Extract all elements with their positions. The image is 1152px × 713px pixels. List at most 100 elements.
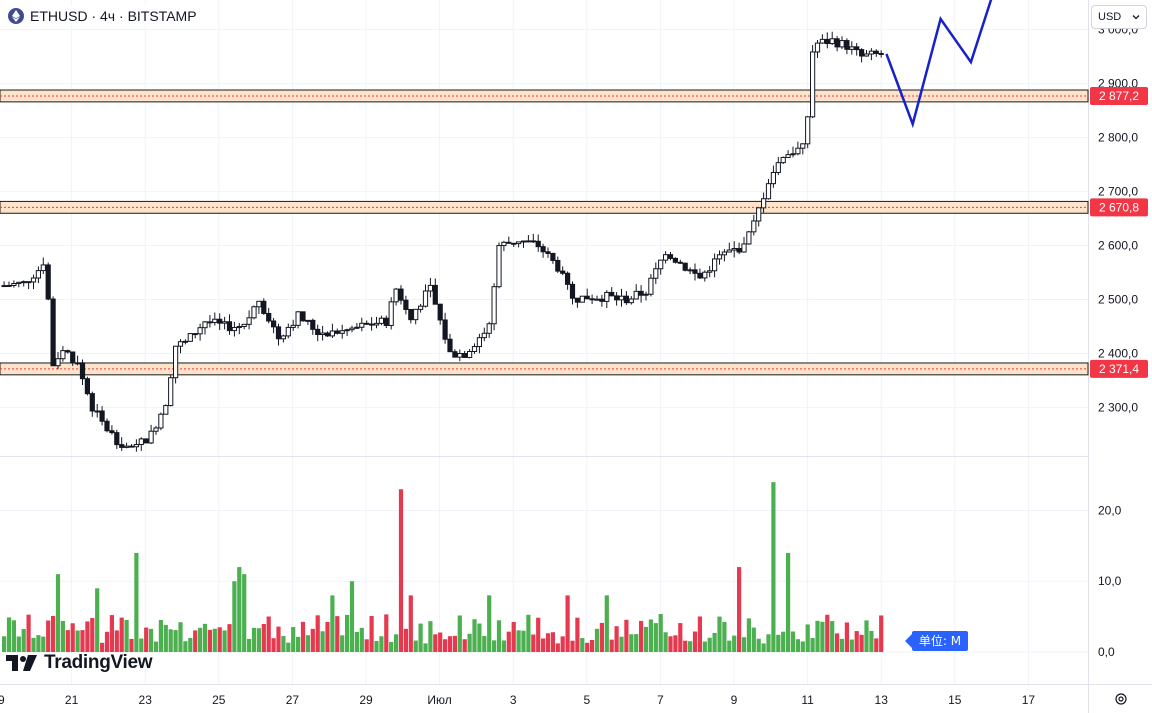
currency-selector[interactable]: USD: [1091, 5, 1147, 29]
volume-bar: [746, 618, 751, 652]
volume-bar: [65, 630, 70, 652]
price-tick-label: 2 800,0: [1098, 131, 1138, 145]
volume-bar: [349, 581, 355, 652]
volume-bar: [550, 632, 555, 652]
candle-body: [643, 293, 649, 296]
volume-bar: [673, 635, 678, 652]
candle-body: [60, 350, 66, 360]
volume-bar: [604, 595, 609, 652]
volume-bar: [692, 631, 698, 652]
volume-bar: [6, 617, 12, 652]
volume-bar: [741, 637, 747, 652]
volume-bar: [751, 627, 756, 652]
volume-bar: [281, 636, 286, 652]
candle-body: [535, 240, 541, 248]
volume-bar: [624, 619, 629, 652]
volume-bar: [153, 641, 159, 652]
candle-body: [236, 325, 242, 329]
candle-body: [594, 298, 600, 301]
candle-body: [775, 162, 781, 173]
volume-bar: [109, 615, 114, 652]
symbol-title[interactable]: ETHUSD · 4ч · BITSTAMP: [4, 6, 201, 26]
candle-body: [45, 264, 51, 300]
volume-bar: [55, 574, 61, 652]
candle-body: [403, 299, 409, 310]
candle-body: [393, 288, 399, 303]
volume-bar: [188, 637, 193, 652]
volume-bar: [212, 628, 217, 652]
volume-bar: [90, 617, 95, 652]
candle-body: [300, 311, 306, 322]
candle-body: [197, 327, 203, 335]
candle-body: [751, 220, 757, 233]
candle-body: [84, 378, 91, 395]
candle-body: [398, 288, 404, 301]
candle-body: [422, 290, 429, 307]
candle-body: [148, 430, 154, 444]
time-tick-label: 21: [65, 693, 79, 707]
volume-bar: [830, 621, 835, 652]
badge-pointer: [905, 634, 912, 648]
candle-body: [266, 312, 272, 322]
settings-gear-icon[interactable]: [1114, 692, 1128, 706]
volume-bar: [11, 620, 16, 652]
candle-body: [177, 341, 184, 347]
candle-body: [667, 254, 674, 259]
candle-body: [408, 308, 414, 321]
candle-body: [305, 319, 311, 322]
candle-body: [712, 258, 718, 272]
candle-body: [187, 333, 193, 342]
tradingview-logo-icon: [6, 655, 37, 671]
volume-bar: [668, 636, 673, 652]
time-axis[interactable]: 19 21 23 25 27 29 Июл 3 5 7 9 11 13 15 17: [0, 693, 1035, 707]
candle-body: [565, 272, 571, 285]
volume-tick-label: 20,0: [1098, 503, 1122, 517]
candle-body: [795, 147, 801, 155]
candle-body: [584, 295, 590, 300]
volume-bar: [457, 615, 462, 652]
volume-bar: [452, 635, 457, 652]
volume-bar: [653, 623, 658, 652]
chevron-down-icon: [1132, 15, 1140, 20]
candle-body: [388, 301, 394, 326]
volume-tick-label: 0,0: [1098, 645, 1115, 659]
volume-bar: [575, 617, 580, 652]
volume-bar: [256, 628, 261, 652]
volume-axis[interactable]: 0,0 10,0 20,0: [1098, 503, 1122, 659]
volume-bar: [766, 634, 771, 652]
level-price-labels: 2 877,2 2 670,8 2 371,4: [1090, 86, 1148, 378]
volume-bar: [496, 620, 502, 652]
volume-bar: [462, 639, 467, 652]
candle-body: [609, 291, 615, 297]
volume-bar: [639, 620, 644, 652]
time-tick-label: 29: [359, 693, 373, 707]
candle-body: [555, 259, 561, 272]
volume-bar: [198, 627, 203, 652]
candle-body: [761, 198, 767, 209]
volume-bar: [786, 552, 791, 652]
candle-body: [770, 171, 776, 185]
candle-body: [677, 261, 683, 264]
volume-bar: [16, 636, 21, 652]
candle-body: [329, 330, 335, 337]
volume-bar: [394, 634, 399, 652]
candle-body: [819, 38, 825, 44]
candle-body: [413, 308, 419, 321]
tradingview-brand[interactable]: TradingView: [6, 652, 153, 674]
candle-body: [814, 42, 821, 53]
time-tick-label: 3: [510, 693, 517, 707]
volume-bar: [325, 621, 330, 652]
candle-body: [736, 248, 742, 253]
volume-bar: [271, 638, 276, 652]
currency-value: USD: [1098, 11, 1122, 23]
candle-body: [520, 240, 527, 243]
candle-body: [369, 323, 375, 326]
candle-body: [231, 327, 238, 332]
volume-bar: [36, 635, 41, 652]
volume-bar: [477, 623, 482, 652]
volume-bar: [678, 623, 683, 652]
support-resistance-levels: [0, 89, 1089, 376]
price-axis[interactable]: 2 300,0 2 400,0 2 500,0 2 600,0 2 700,0 2 800…: [1098, 23, 1138, 415]
volume-bar: [237, 567, 242, 652]
